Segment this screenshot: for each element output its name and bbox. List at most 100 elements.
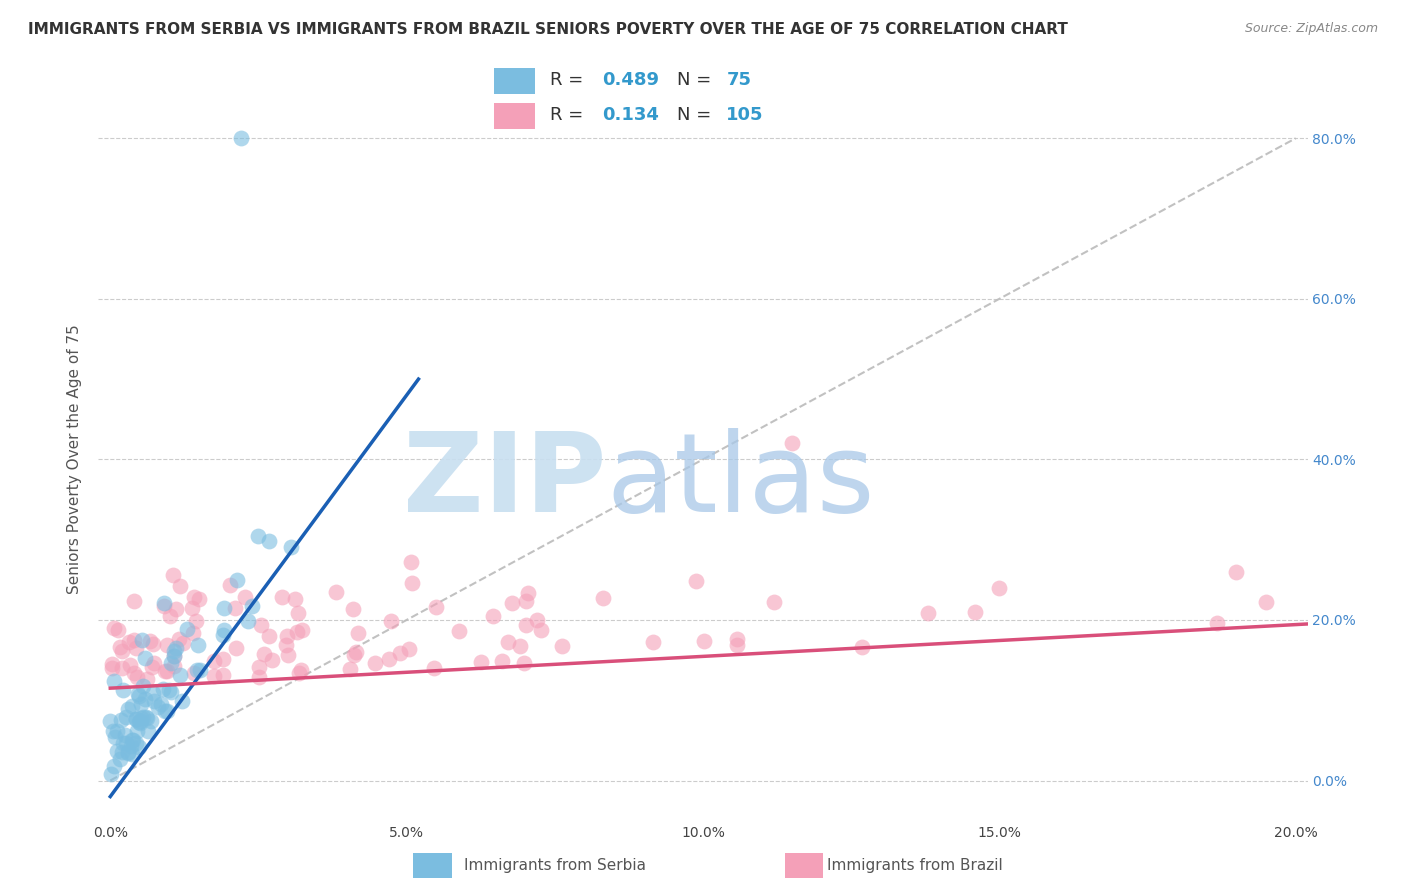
Point	[160, 657, 183, 671]
Point	[423, 661, 446, 675]
Point	[276, 638, 298, 652]
Point	[127, 687, 149, 701]
Point	[253, 647, 276, 661]
Point	[247, 670, 270, 684]
FancyBboxPatch shape	[495, 68, 534, 94]
Point	[150, 697, 173, 711]
Point	[162, 567, 184, 582]
Point	[118, 658, 141, 673]
Point	[101, 661, 124, 675]
Point	[780, 436, 803, 450]
Point	[513, 657, 536, 671]
Text: 105: 105	[727, 106, 763, 124]
Point	[280, 540, 302, 554]
Point	[592, 591, 614, 606]
Point	[111, 736, 134, 750]
Point	[111, 683, 134, 698]
Point	[142, 686, 165, 700]
Point	[132, 710, 155, 724]
Text: Immigrants from Brazil: Immigrants from Brazil	[827, 858, 1002, 872]
Point	[139, 714, 162, 729]
Point	[169, 632, 191, 647]
Point	[124, 633, 146, 648]
Point	[515, 594, 537, 608]
Point	[122, 666, 145, 681]
Point	[187, 638, 209, 652]
Point	[181, 600, 204, 615]
Point	[128, 714, 150, 729]
Text: ZIP: ZIP	[404, 427, 606, 534]
Point	[763, 595, 786, 609]
Point	[447, 624, 470, 639]
Point	[342, 602, 364, 616]
Point	[156, 638, 179, 652]
Point	[101, 657, 124, 672]
Point	[202, 655, 225, 669]
Point	[134, 650, 156, 665]
Y-axis label: Seniors Poverty Over the Age of 75: Seniors Poverty Over the Age of 75	[67, 325, 83, 594]
Point	[183, 666, 205, 681]
Point	[103, 673, 125, 688]
Point	[725, 638, 748, 652]
Point	[242, 599, 264, 614]
Point	[98, 714, 121, 728]
Point	[224, 601, 246, 615]
Point	[141, 637, 163, 651]
Point	[399, 555, 422, 569]
Point	[290, 664, 312, 678]
Point	[287, 606, 309, 620]
Point	[122, 594, 145, 608]
Point	[1225, 565, 1247, 579]
Point	[276, 630, 298, 644]
Point	[120, 739, 142, 753]
Point	[122, 733, 145, 747]
Point	[347, 626, 370, 640]
Point	[124, 712, 146, 726]
Point	[117, 745, 139, 759]
Point	[103, 758, 125, 772]
Text: 0.134: 0.134	[603, 106, 659, 124]
Point	[257, 533, 280, 548]
Point	[165, 640, 187, 655]
Point	[188, 592, 211, 607]
Point	[342, 648, 364, 663]
Text: 75: 75	[727, 71, 751, 89]
Point	[111, 745, 134, 759]
Point	[117, 746, 139, 760]
Point	[142, 694, 165, 708]
Point	[1206, 616, 1229, 631]
Point	[118, 634, 141, 648]
Point	[125, 723, 148, 738]
FancyBboxPatch shape	[495, 103, 534, 128]
Point	[163, 658, 186, 673]
Point	[101, 723, 124, 738]
Text: R =: R =	[550, 106, 589, 124]
Point	[218, 578, 240, 592]
Point	[159, 609, 181, 624]
Point	[170, 694, 193, 708]
Point	[229, 131, 252, 145]
Point	[236, 614, 259, 628]
Point	[211, 628, 233, 642]
Point	[110, 713, 132, 727]
Point	[212, 601, 235, 615]
Point	[291, 623, 314, 637]
Point	[104, 731, 127, 745]
Text: Immigrants from Serbia: Immigrants from Serbia	[464, 858, 645, 872]
Point	[108, 751, 131, 765]
Text: N =: N =	[676, 71, 717, 89]
Point	[153, 599, 176, 614]
Point	[134, 710, 156, 724]
Point	[530, 623, 553, 637]
Text: R =: R =	[550, 71, 589, 89]
Point	[128, 689, 150, 703]
Point	[186, 663, 208, 677]
Point	[988, 582, 1011, 596]
Point	[128, 714, 150, 729]
Point	[153, 704, 176, 718]
Point	[156, 664, 179, 678]
Point	[325, 585, 347, 599]
Point	[138, 633, 160, 648]
Point	[111, 661, 134, 675]
Point	[152, 681, 174, 696]
